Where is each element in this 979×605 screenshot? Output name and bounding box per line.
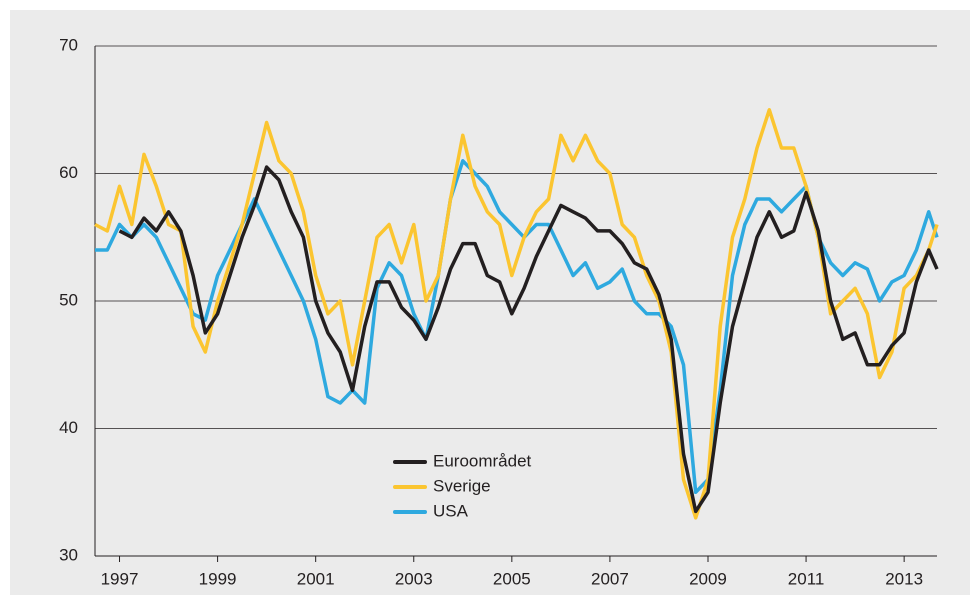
y-tick-label: 50 <box>59 290 78 309</box>
x-tick-label: 1999 <box>199 569 237 588</box>
y-tick-label: 70 <box>59 35 78 54</box>
legend-label: USA <box>433 501 469 520</box>
chart-background <box>10 10 970 595</box>
y-tick-label: 60 <box>59 163 78 182</box>
line-series <box>94 108 939 520</box>
y-tick-label: 40 <box>59 418 78 437</box>
x-tick-label: 2007 <box>591 569 629 588</box>
line-series <box>118 165 939 514</box>
x-tick-label: 2011 <box>788 569 825 588</box>
legend-label: Sverige <box>433 476 491 495</box>
line-series <box>95 159 939 495</box>
y-tick-label: 30 <box>59 545 78 564</box>
x-tick-label: 2003 <box>395 569 433 588</box>
x-tick-label: 2009 <box>689 569 727 588</box>
x-tick-label: 2001 <box>297 569 335 588</box>
x-tick-label: 2013 <box>885 569 923 588</box>
x-tick-label: 1997 <box>101 569 139 588</box>
legend-label: Euroområdet <box>433 451 532 470</box>
x-tick-label: 2005 <box>493 569 531 588</box>
